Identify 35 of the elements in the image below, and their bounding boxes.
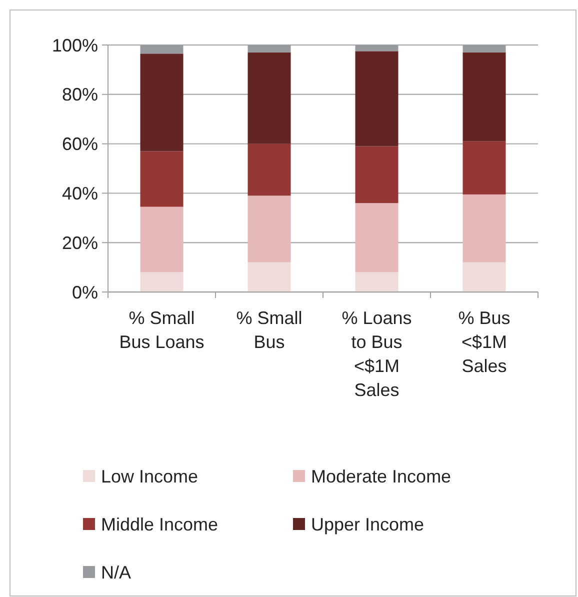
bar — [248, 45, 291, 52]
bar — [140, 54, 184, 152]
bar — [140, 272, 184, 292]
x-tick-label: % Bus <$1M Sales — [458, 308, 510, 376]
bar — [462, 262, 506, 292]
y-tick-label: 80% — [62, 84, 98, 105]
bar — [140, 206, 184, 272]
bar — [462, 45, 506, 52]
y-tick-label: 100% — [52, 35, 98, 56]
bar — [355, 51, 398, 146]
x-tick-label: % Loans to Bus <$1M Sales — [342, 308, 412, 400]
legend-label: Low Income — [101, 466, 198, 486]
x-tick-label: % Small Bus Loans — [119, 308, 204, 352]
bar — [248, 262, 291, 292]
x-tick-label: % Small Bus — [236, 308, 302, 352]
y-tick-label: 20% — [62, 232, 98, 253]
legend-label: Moderate Income — [311, 466, 452, 486]
legend-label: Middle Income — [101, 514, 218, 534]
bar — [355, 203, 398, 272]
bar — [462, 141, 506, 194]
bar — [355, 45, 398, 52]
bar — [462, 194, 506, 262]
bar — [248, 52, 291, 144]
bar — [140, 45, 184, 54]
legend-label: N/A — [101, 562, 132, 582]
bar — [462, 52, 506, 142]
bar — [140, 151, 184, 207]
y-tick-label: 40% — [62, 184, 98, 204]
bar — [248, 144, 291, 196]
bar — [355, 146, 398, 204]
legend-label: Upper Income — [311, 514, 424, 534]
bar — [355, 272, 398, 292]
y-tick-label: 60% — [62, 134, 98, 154]
y-tick-label: 0% — [72, 282, 98, 302]
bar — [248, 196, 291, 262]
